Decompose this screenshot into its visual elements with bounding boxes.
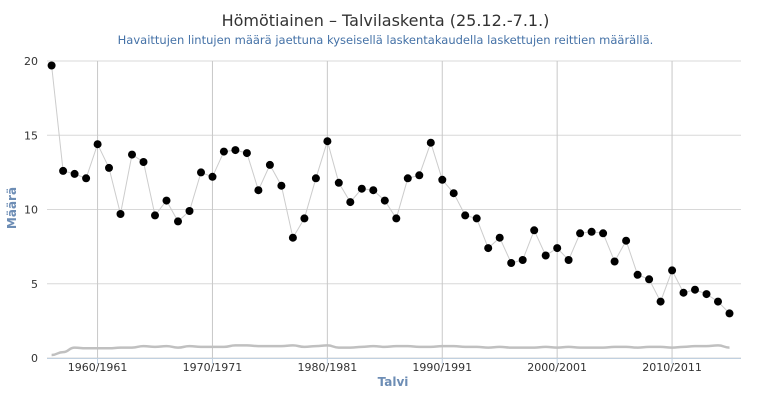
data-point[interactable]	[162, 196, 171, 205]
baseline-series-line	[51, 344, 730, 357]
data-point[interactable]	[679, 288, 688, 297]
data-point[interactable]	[311, 174, 320, 183]
chart-title: Hömötiainen – Talvilaskenta (25.12.-7.1.…	[221, 11, 550, 30]
data-point[interactable]	[93, 140, 102, 149]
data-point[interactable]	[668, 266, 677, 275]
data-point[interactable]	[265, 160, 274, 169]
data-point[interactable]	[334, 178, 343, 187]
data-point[interactable]	[357, 184, 366, 193]
data-point[interactable]	[380, 196, 389, 205]
main-series-line	[51, 65, 730, 314]
data-point[interactable]	[139, 158, 148, 166]
data-point[interactable]	[47, 61, 56, 70]
data-point[interactable]	[185, 207, 194, 215]
data-point[interactable]	[610, 257, 619, 266]
data-point[interactable]	[403, 174, 412, 183]
data-point[interactable]	[116, 210, 125, 218]
data-point[interactable]	[725, 309, 734, 318]
data-point[interactable]	[622, 236, 631, 245]
data-point[interactable]	[208, 172, 217, 181]
x-tick-label: 2010/2011	[642, 361, 702, 374]
data-point[interactable]	[197, 168, 205, 177]
data-point[interactable]	[242, 149, 251, 158]
axes: 0 5 10 15 20 1960/1961 1970/1971 1980/1981 1990/…	[24, 55, 741, 374]
data-point[interactable]	[254, 186, 263, 195]
y-tick-label: 15	[24, 129, 38, 142]
data-point[interactable]	[484, 244, 493, 253]
data-point[interactable]	[369, 186, 378, 195]
data-point[interactable]	[541, 251, 550, 260]
data-point[interactable]	[300, 214, 309, 223]
grid-lines	[47, 60, 741, 359]
y-axis-title: Määrä	[5, 187, 19, 229]
data-point[interactable]	[507, 259, 516, 267]
data-point[interactable]	[59, 166, 68, 175]
data-point[interactable]	[392, 214, 401, 223]
data-point[interactable]	[587, 227, 596, 236]
data-point[interactable]	[70, 169, 79, 178]
data-point[interactable]	[530, 226, 539, 235]
data-point[interactable]	[702, 290, 711, 299]
x-tick-label: 1960/1961	[68, 361, 128, 374]
series-layer	[47, 61, 734, 357]
x-axis-title: Talvi	[378, 375, 409, 389]
y-tick-label: 20	[24, 55, 38, 68]
data-point[interactable]	[691, 285, 699, 294]
data-point[interactable]	[633, 270, 642, 279]
data-point[interactable]	[288, 233, 297, 242]
data-point[interactable]	[231, 146, 240, 155]
y-tick-label: 5	[31, 278, 38, 291]
data-point[interactable]	[174, 217, 182, 226]
data-point[interactable]	[714, 297, 722, 306]
data-point[interactable]	[449, 189, 458, 198]
data-point[interactable]	[277, 181, 286, 190]
data-point[interactable]	[151, 211, 159, 220]
data-point[interactable]	[105, 163, 113, 172]
data-point[interactable]	[518, 256, 527, 264]
data-point[interactable]	[495, 233, 504, 242]
data-point[interactable]	[415, 171, 424, 180]
y-tick-label: 10	[24, 204, 38, 217]
chart-subtitle: Havaittujen lintujen määrä jaettuna kyse…	[117, 33, 654, 47]
data-point[interactable]	[219, 147, 228, 156]
data-point[interactable]	[645, 275, 654, 284]
data-point[interactable]	[461, 211, 470, 220]
y-tick-label: 0	[31, 352, 38, 365]
data-point[interactable]	[323, 137, 332, 146]
data-point[interactable]	[553, 244, 562, 253]
data-point[interactable]	[656, 297, 665, 306]
data-point[interactable]	[426, 138, 435, 147]
data-point[interactable]	[564, 256, 573, 264]
x-tick-label: 2000/2001	[527, 361, 587, 374]
data-point[interactable]	[472, 214, 481, 223]
data-point[interactable]	[576, 229, 585, 238]
x-tick-label: 1980/1981	[298, 361, 358, 374]
x-tick-label: 1970/1971	[183, 361, 243, 374]
data-point[interactable]	[346, 198, 355, 207]
data-point[interactable]	[599, 229, 608, 238]
x-tick-label: 1990/1991	[412, 361, 472, 374]
data-point[interactable]	[82, 174, 91, 183]
data-point[interactable]	[128, 150, 136, 159]
data-point[interactable]	[438, 175, 447, 184]
